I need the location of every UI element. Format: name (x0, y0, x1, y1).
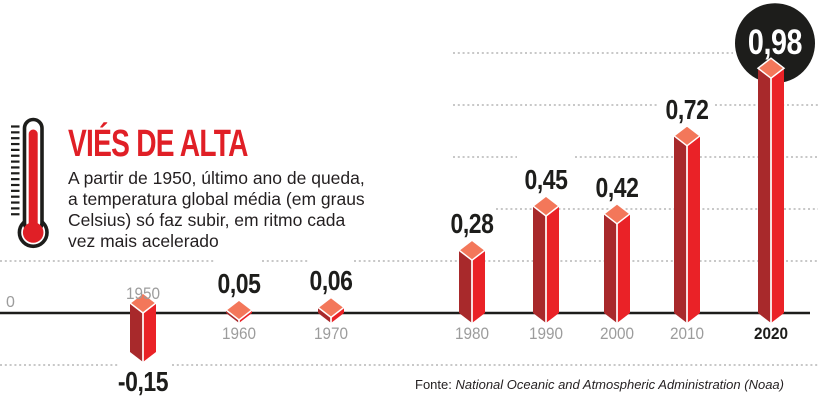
value-label-1990: 0,45 (524, 164, 568, 195)
bar-2020 (756, 57, 786, 323)
bar-front-face (472, 250, 485, 323)
bar-2000 (602, 202, 632, 323)
year-label-1970: 1970 (313, 324, 349, 343)
thermometer-bulb (22, 222, 44, 243)
bar-top-face (672, 124, 702, 147)
value-label-1970: 0,06 (309, 265, 353, 297)
bar-side-face (533, 206, 546, 323)
bar-1970 (316, 296, 346, 323)
bar-top-face (457, 239, 487, 262)
bar-side-face (604, 213, 617, 323)
year-label-1980: 1980 (454, 324, 490, 343)
value-label-1960: 0,05 (217, 268, 261, 299)
chart-title: VIÉS DE ALTA (68, 123, 248, 165)
chart-description: A partir de 1950, último ano de queda, a… (68, 168, 365, 252)
year-label-1950: 1950 (125, 284, 161, 303)
source-prefix: Fonte: (415, 377, 456, 392)
bar-side-face (318, 307, 331, 323)
bar-front-face (617, 213, 630, 323)
zero-axis-label: 0 (6, 294, 15, 311)
thermometer-icon (11, 117, 49, 249)
bars-group (128, 3, 815, 362)
bar-front-face (687, 135, 700, 323)
value-label-2010: 0,72 (665, 93, 709, 125)
year-label-1990: 1990 (528, 324, 564, 343)
bar-top-face (756, 57, 786, 80)
year-label-2020: 2020 (753, 324, 789, 343)
bar-top-face (602, 202, 632, 225)
bar-side-face (674, 135, 687, 323)
bar-front-face (331, 307, 344, 323)
bar-2010 (672, 124, 702, 323)
bar-1990 (531, 195, 561, 323)
bar-front-face (546, 206, 559, 323)
value-label-2020: 0,98 (747, 23, 803, 63)
bar-1960 (224, 299, 254, 323)
year-label-2010: 2010 (669, 324, 705, 343)
bar-front-face (771, 68, 784, 323)
bar-front-face (143, 303, 156, 362)
bar-side-face (459, 250, 472, 323)
year-label-2000: 2000 (599, 324, 635, 343)
description-line: A partir de 1950, último ano de queda, (68, 168, 365, 188)
year-label-1960: 1960 (221, 324, 257, 343)
bar-side-face (758, 68, 771, 323)
bar-side-face (130, 303, 143, 362)
highlight-circle (735, 3, 815, 84)
value-label-1980: 0,28 (450, 208, 494, 240)
bar-top-face (316, 296, 346, 319)
description-line: a temperatura global média (em graus (68, 189, 365, 209)
value-label-1950: -0,15 (117, 366, 169, 397)
bar-1980 (457, 239, 487, 323)
bar-top-face (128, 292, 158, 314)
bar-top-face (224, 299, 254, 321)
description-line: Celsius) só faz subir, em ritmo cada (68, 210, 346, 230)
source-name: National Oceanic and Atmospheric Adminis… (455, 377, 784, 392)
bar-1950 (128, 292, 158, 362)
source-credit: Fonte: National Oceanic and Atmospheric … (415, 377, 784, 392)
bar-top-face (531, 195, 561, 217)
value-label-2000: 0,42 (595, 171, 639, 203)
description-line: vez mais acelerado (68, 231, 219, 251)
